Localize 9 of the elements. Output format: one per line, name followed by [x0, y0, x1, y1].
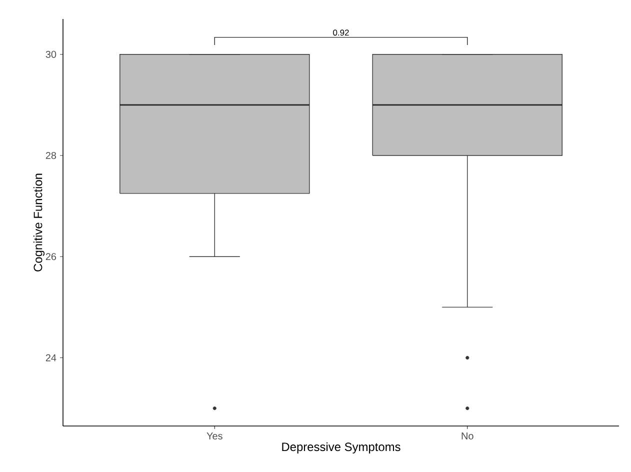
x-tick-label: Yes [206, 432, 222, 440]
y-tick-label: 24 [46, 354, 56, 362]
y-axis-title: Cognitive Function [33, 174, 45, 272]
y-tick-label: 30 [46, 50, 56, 58]
annotation: 0.92 [333, 30, 349, 36]
x-axis-title: Depressive Symptoms [282, 442, 400, 454]
x-tick-label: No [462, 432, 474, 440]
y-tick-label: 26 [46, 253, 56, 260]
y-tick-label: 28 [46, 152, 56, 160]
